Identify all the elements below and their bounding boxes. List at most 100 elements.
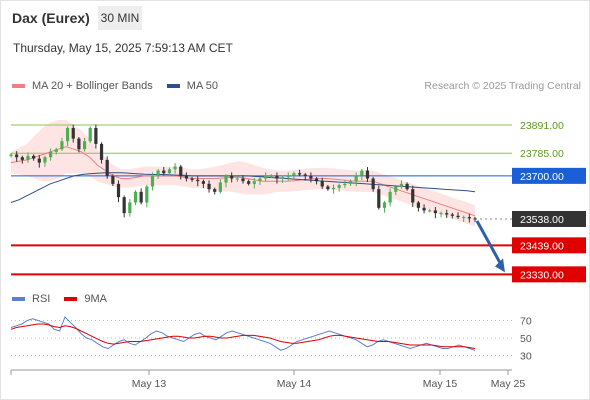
- rsi-legend: RSI 9MA: [12, 293, 121, 305]
- datetime-label: Thursday, May 15, 2025 7:59:13 AM CET: [13, 41, 233, 55]
- legend-ma50: MA 50: [166, 80, 218, 92]
- candle-body: [303, 174, 307, 176]
- candle-body: [201, 181, 205, 184]
- candle-body: [128, 202, 132, 214]
- candle-body: [411, 189, 415, 203]
- candle-body: [252, 181, 256, 184]
- level-label-23785.00: 23785.00: [520, 148, 564, 160]
- candle-body: [77, 138, 81, 150]
- candle-body: [331, 187, 336, 190]
- candle-body: [150, 175, 155, 187]
- candle-body: [473, 218, 477, 220]
- candle-body: [297, 173, 302, 175]
- candle-body: [348, 181, 353, 184]
- level-tag-23700.00: [512, 167, 586, 184]
- candle-body: [156, 170, 160, 176]
- candle-body: [179, 166, 183, 176]
- timeframe-button[interactable]: 30 MIN: [98, 6, 142, 30]
- rsi-tick-30: 30: [520, 351, 532, 363]
- candle-body: [326, 186, 330, 190]
- level-label-23439.00: 23439.00: [520, 240, 564, 252]
- x-tick-May-14: May 14: [277, 378, 312, 390]
- candle-body: [450, 214, 454, 216]
- candle-body: [133, 191, 138, 203]
- candle-body: [371, 178, 375, 190]
- legend-ma50-label: MA 50: [186, 80, 218, 92]
- candle-body: [213, 189, 217, 192]
- price-legend: MA 20 + Bollinger Bands MA 50: [12, 80, 232, 92]
- candle-body: [286, 175, 290, 178]
- candle-body: [309, 175, 313, 179]
- level-label-23330.00: 23330.00: [520, 269, 564, 281]
- legend-ma20-swatch: [12, 84, 25, 88]
- level-label-23700.00: 23700.00: [520, 171, 564, 183]
- candle-body: [462, 217, 466, 219]
- legend-rsi-label: RSI: [32, 293, 51, 305]
- candle-body: [281, 177, 285, 179]
- candle-body: [399, 183, 404, 187]
- candle-body: [173, 166, 177, 170]
- candle-body: [365, 170, 370, 179]
- x-tick-May-13: May 13: [132, 378, 167, 390]
- candle-body: [433, 210, 437, 214]
- candle-body: [269, 175, 273, 177]
- legend-ma20: MA 20 + Bollinger Bands: [12, 80, 153, 92]
- candle-body: [88, 127, 92, 142]
- candle-body: [145, 186, 149, 203]
- candle-body: [49, 151, 53, 158]
- candle-body: [224, 175, 228, 183]
- candle-body: [162, 170, 166, 174]
- rsi-ma-line: [10, 323, 476, 349]
- candle-body: [167, 169, 172, 174]
- candle-body: [116, 183, 121, 198]
- candle-body: [43, 157, 47, 163]
- candle-body: [314, 178, 319, 182]
- x-tick-May-15: May 15: [423, 378, 458, 390]
- level-tag-23330.00: [512, 266, 586, 283]
- candle-body: [99, 143, 104, 160]
- legend-9ma-label: 9MA: [84, 293, 107, 305]
- candle-body: [456, 215, 460, 218]
- candle-body: [54, 149, 58, 152]
- legend-9ma-swatch: [64, 297, 78, 301]
- level-label-23891.00: 23891.00: [520, 120, 564, 132]
- legend-9ma: 9MA: [64, 293, 107, 305]
- candle-body: [65, 127, 70, 142]
- candle-body: [439, 213, 443, 215]
- instrument-title: Dax (Eurex): [12, 10, 90, 26]
- candle-body: [422, 207, 426, 211]
- candle-body: [416, 202, 421, 208]
- candle-body: [428, 210, 432, 212]
- candle-body: [343, 183, 347, 186]
- rsi-tick-70: 70: [520, 316, 532, 328]
- candle-body: [94, 127, 98, 144]
- candle-body: [111, 175, 115, 184]
- candle-body: [394, 186, 398, 192]
- projection-arrow: [475, 220, 504, 268]
- candle-body: [337, 185, 341, 188]
- candle-body: [292, 173, 296, 176]
- candle-body: [122, 197, 126, 214]
- candle-body: [190, 178, 194, 180]
- candle-body: [235, 178, 239, 180]
- candle-body: [184, 175, 189, 179]
- bollinger-band: [11, 120, 475, 227]
- legend-ma20-label: MA 20 + Bollinger Bands: [32, 80, 153, 92]
- candle-body: [37, 158, 41, 163]
- candle-body: [275, 175, 279, 179]
- level-label-23538.00: 23538.00: [520, 214, 564, 226]
- candle-body: [105, 159, 109, 176]
- candle-body: [377, 189, 381, 208]
- candle-body: [82, 141, 87, 150]
- legend-rsi-swatch: [12, 297, 25, 301]
- candle-body: [26, 155, 30, 160]
- candle-body: [445, 213, 449, 215]
- level-tag-23439.00: [512, 237, 586, 254]
- rsi-line: [10, 316, 476, 351]
- candle-body: [247, 181, 251, 184]
- level-tag-23538.00: [512, 210, 586, 227]
- legend-rsi: RSI: [12, 293, 50, 305]
- candle-body: [388, 191, 392, 203]
- projection-arrow-head: [495, 258, 505, 273]
